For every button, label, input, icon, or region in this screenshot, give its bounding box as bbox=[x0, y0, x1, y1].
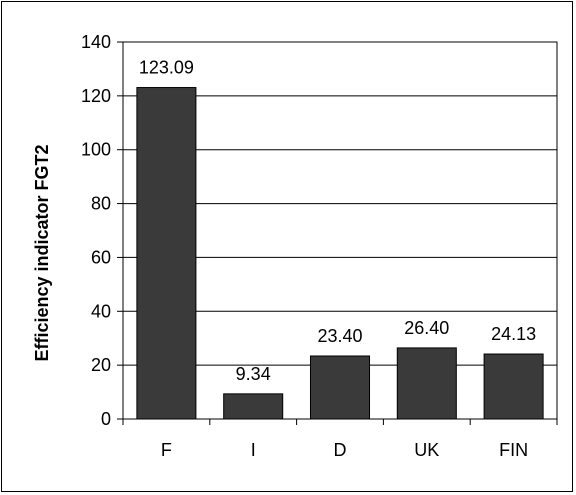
bars bbox=[136, 87, 544, 420]
y-tick-label: 40 bbox=[91, 301, 111, 321]
data-label-f: 123.09 bbox=[139, 58, 194, 78]
y-axis-label: Efficiency indicator FGT2 bbox=[32, 144, 52, 361]
data-label-i: 9.34 bbox=[236, 364, 271, 384]
bar-fin bbox=[483, 353, 544, 420]
x-tick-label: I bbox=[251, 440, 256, 460]
x-tick-label: D bbox=[334, 440, 347, 460]
bar-uk bbox=[396, 347, 457, 420]
bar-d bbox=[309, 355, 371, 420]
y-tick-label: 120 bbox=[81, 86, 111, 106]
y-tick-label: 20 bbox=[91, 355, 111, 375]
x-tick-label: UK bbox=[414, 440, 439, 460]
data-label-uk: 26.40 bbox=[404, 318, 449, 338]
y-tick-label: 0 bbox=[101, 409, 111, 429]
data-label-fin: 24.13 bbox=[491, 324, 536, 344]
axes bbox=[117, 41, 558, 425]
x-tick-label: FIN bbox=[499, 440, 528, 460]
labels: 0 20 40 60 80 100 120 140 123.09 F 9.34 I 23.40 D 26.4… bbox=[81, 32, 536, 460]
y-tick-label: 80 bbox=[91, 194, 111, 214]
x-tick-label: F bbox=[161, 440, 172, 460]
data-label-d: 23.40 bbox=[317, 326, 362, 346]
y-tick-label: 60 bbox=[91, 247, 111, 267]
bar-i bbox=[223, 393, 284, 420]
bar-f bbox=[136, 87, 197, 420]
y-tick-label: 100 bbox=[81, 140, 111, 160]
y-tick-label: 140 bbox=[81, 32, 111, 52]
